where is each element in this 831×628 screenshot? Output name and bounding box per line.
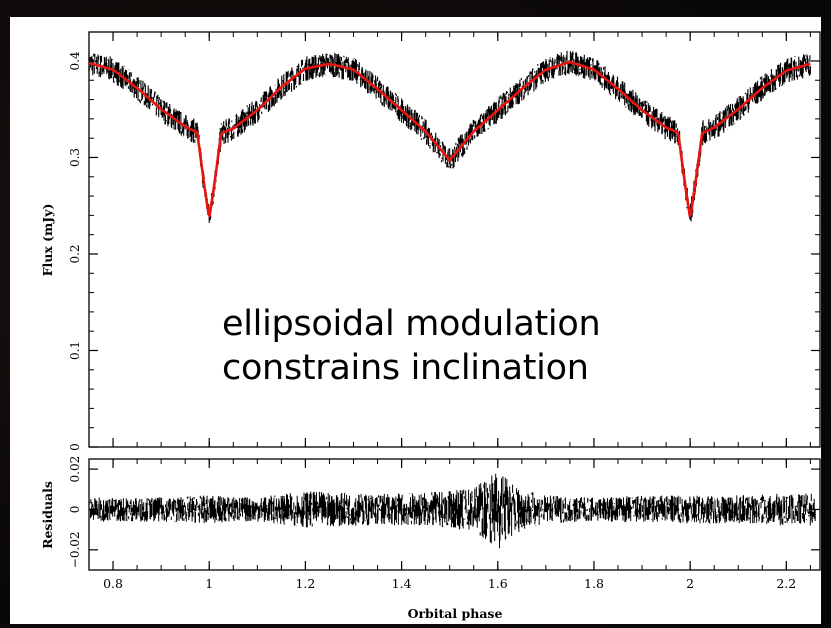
flux-y-tick-label: 0	[68, 443, 82, 451]
annotation-box: ellipsoidal modulation constrains inclin…	[222, 302, 601, 390]
residuals-panel-frame	[88, 458, 821, 571]
flux-panel-frame	[88, 31, 821, 448]
residuals-y-tick-label: 0	[68, 506, 82, 514]
flux-y-ticks: 0 0.1 0.2 0.3 0.4	[68, 51, 820, 451]
phase-tick-label: 1.2	[295, 576, 315, 591]
phase-tick-label: 1.4	[392, 576, 412, 591]
flux-panel: 0 0.1 0.2 0.3 0.4 Flux (mJy)	[40, 31, 821, 451]
phase-axis-label: Orbital phase	[408, 606, 503, 621]
flux-y-tick-label: 0.4	[68, 51, 82, 70]
phase-tick-label: 1	[205, 576, 213, 591]
model-fit-curve	[88, 60, 811, 218]
residuals-panel: 0.02 0 −0.02 0.8 1 1.2 1.4 1.6 1.8 2 2.2 Residual…	[40, 456, 821, 621]
phase-tick-label: 2.2	[776, 576, 796, 591]
flux-data	[88, 50, 811, 223]
flux-x-ticks	[88, 32, 811, 447]
residuals-y-tick-label: −0.02	[68, 531, 82, 568]
flux-y-tick-label: 0.1	[68, 341, 82, 360]
residuals-data	[88, 473, 816, 549]
residuals-x-ticks: 0.8 1 1.2 1.4 1.6 1.8 2 2.2	[88, 459, 811, 591]
flux-y-tick-label: 0.2	[68, 244, 82, 263]
phase-tick-label: 0.8	[103, 576, 123, 591]
phase-tick-label: 1.6	[488, 576, 508, 591]
residuals-trace	[88, 473, 816, 549]
residuals-axis-label: Residuals	[40, 481, 55, 549]
annotation-line-2: constrains inclination	[222, 348, 589, 388]
annotation-line-1: ellipsoidal modulation	[222, 304, 601, 344]
residuals-y-tick-label: 0.02	[68, 456, 82, 483]
phase-tick-label: 1.8	[584, 576, 604, 591]
phase-tick-label: 2	[686, 576, 694, 591]
flux-axis-label: Flux (mJy)	[40, 204, 55, 277]
flux-y-tick-label: 0.3	[68, 148, 82, 167]
